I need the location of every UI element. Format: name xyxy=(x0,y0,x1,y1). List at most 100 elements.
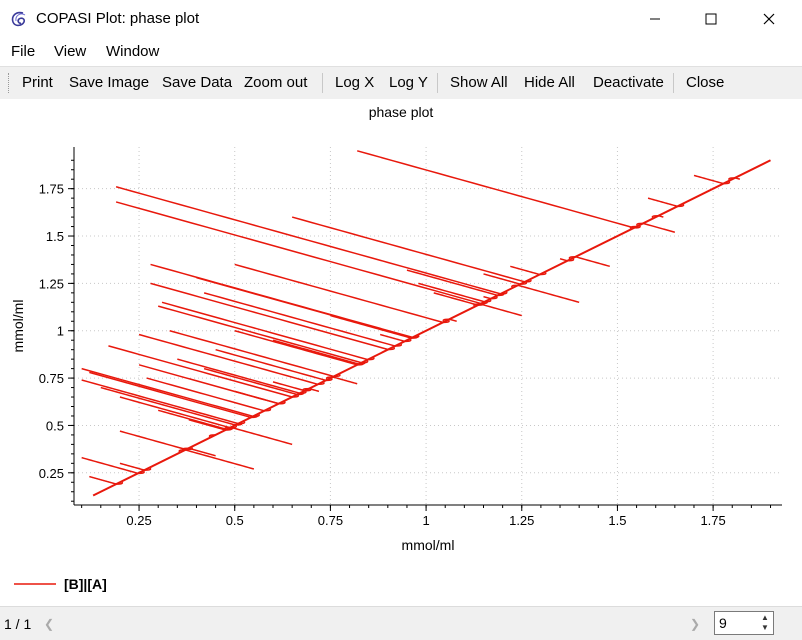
trajectory-curve xyxy=(89,475,124,485)
plot-toolbar: Print Save Image Save Data Zoom out Log … xyxy=(0,66,802,100)
trajectory-curve xyxy=(203,292,403,347)
trajectory-curve xyxy=(483,295,498,300)
x-tick-label: 0.5 xyxy=(226,513,244,528)
maximize-button[interactable] xyxy=(688,0,734,38)
x-tick-label: 0.25 xyxy=(126,513,151,528)
phase-plot-chart[interactable]: phase plot 0.25 0.5 0.75 1 1.25 1.5 1.75 0.25 0.… xyxy=(0,99,802,604)
trajectory-curve xyxy=(178,449,255,470)
legend[interactable]: [B]|[A] xyxy=(14,576,107,592)
trajectory-curve xyxy=(157,305,369,364)
trajectory-curve xyxy=(559,258,575,262)
window-title: COPASI Plot: phase plot xyxy=(36,10,200,27)
limit-line xyxy=(92,159,771,497)
spin-down-icon[interactable]: ▼ xyxy=(761,623,769,632)
y-tick-label: 1.75 xyxy=(39,182,64,197)
spin-up-icon[interactable]: ▲ xyxy=(761,613,769,622)
axes: 0.25 0.5 0.75 1 1.25 1.5 1.75 0.25 0.5 0.75 1 1.25 1… xyxy=(39,147,782,528)
trajectory-curve xyxy=(483,273,528,285)
save-image-button[interactable]: Save Image xyxy=(69,74,150,91)
trajectory-curve xyxy=(146,377,272,412)
series-curves xyxy=(81,150,771,497)
trajectory-curve xyxy=(325,376,358,385)
y-tick-label: 1 xyxy=(57,324,64,339)
trajectory-curve xyxy=(181,447,216,457)
maximize-icon xyxy=(705,13,717,25)
zoom-out-button[interactable]: Zoom out xyxy=(244,74,308,91)
x-axis-label: mmol/ml xyxy=(402,537,455,553)
menu-bar: File View Window xyxy=(0,38,802,64)
scroll-right-icon[interactable]: ❯ xyxy=(690,617,701,631)
trajectory-curve xyxy=(115,186,508,295)
spinbox-value: 9 xyxy=(719,615,727,631)
trajectory-curve xyxy=(108,345,299,398)
trajectory-curve xyxy=(473,303,522,317)
trajectory-curve xyxy=(119,396,237,429)
x-tick-label: 1.75 xyxy=(700,513,725,528)
y-tick-label: 0.5 xyxy=(46,418,64,433)
log-y-button[interactable]: Log Y xyxy=(389,74,428,91)
save-data-button[interactable]: Save Data xyxy=(162,74,233,91)
trajectory-curve xyxy=(356,150,641,229)
menu-file[interactable]: File xyxy=(11,43,36,60)
trajectory-curve xyxy=(291,216,532,283)
trajectory-curve xyxy=(272,339,366,365)
trajectory-curve xyxy=(651,214,664,219)
trajectory-curve xyxy=(224,426,293,446)
trajectory-curve xyxy=(203,367,305,396)
toolbar-separator xyxy=(673,73,674,93)
status-bar: 1 / 1 ❮ ❯ 9 ▲ ▼ xyxy=(0,606,802,640)
hide-all-button[interactable]: Hide All xyxy=(524,74,575,91)
window-titlebar: COPASI Plot: phase plot xyxy=(0,0,802,38)
deactivate-button[interactable]: Deactivate xyxy=(593,74,664,91)
y-tick-label: 0.75 xyxy=(39,371,64,386)
y-tick-label: 0.25 xyxy=(39,466,64,481)
toolbar-grip[interactable] xyxy=(8,73,12,93)
trajectory-curve xyxy=(81,456,145,475)
x-tick-label: 1.25 xyxy=(509,513,534,528)
trajectory-curve xyxy=(511,284,580,304)
trajectory-curve xyxy=(234,263,450,324)
chart-title: phase plot xyxy=(369,104,434,120)
show-all-button[interactable]: Show All xyxy=(450,74,508,91)
trajectory-curve xyxy=(568,256,610,268)
trajectory-curve xyxy=(693,174,731,185)
scroll-left-icon[interactable]: ❮ xyxy=(44,617,55,631)
trajectory-curve xyxy=(157,409,234,431)
trajectory-curve xyxy=(161,301,375,361)
close-window-button[interactable] xyxy=(746,0,792,38)
trajectory-curve xyxy=(119,462,152,471)
trajectory-curve xyxy=(510,265,547,276)
trajectory-curve xyxy=(302,387,320,393)
trajectory-curve xyxy=(234,390,286,405)
trajectory-curve xyxy=(150,282,395,351)
log-x-button[interactable]: Log X xyxy=(335,74,375,91)
print-button[interactable]: Print xyxy=(22,74,53,91)
x-tick-label: 1.5 xyxy=(608,513,626,528)
close-plot-button[interactable]: Close xyxy=(686,74,725,91)
trajectory-curve xyxy=(138,333,325,386)
trajectory-curve xyxy=(100,386,243,426)
plot-count-spinbox[interactable]: 9 ▲ ▼ xyxy=(714,611,774,635)
grid xyxy=(74,147,782,505)
minimize-button[interactable] xyxy=(632,0,678,38)
x-tick-label: 1 xyxy=(422,513,429,528)
minimize-icon xyxy=(650,18,660,20)
trajectory-curve xyxy=(728,177,741,181)
trajectory-curve xyxy=(119,430,193,451)
trajectory-curve xyxy=(379,333,412,343)
toolbar-separator xyxy=(322,73,323,93)
trajectory-curve xyxy=(442,318,457,322)
trajectory-curve xyxy=(636,222,676,233)
trajectory-curve xyxy=(272,381,312,392)
trajectory-curve xyxy=(188,419,233,431)
toolbar-separator xyxy=(437,73,438,93)
menu-view[interactable]: View xyxy=(54,43,87,60)
trajectory-curve xyxy=(115,201,488,305)
plot-area: phase plot 0.25 0.5 0.75 1 1.25 1.5 1.75 0.25 0.… xyxy=(0,99,802,604)
trajectory-curve xyxy=(647,197,685,208)
menu-window[interactable]: Window xyxy=(106,43,160,60)
trajectory-curve xyxy=(418,282,492,303)
trajectory-curve xyxy=(330,314,419,339)
page-indicator: 1 / 1 xyxy=(4,616,32,632)
trajectory-curve xyxy=(215,348,333,382)
